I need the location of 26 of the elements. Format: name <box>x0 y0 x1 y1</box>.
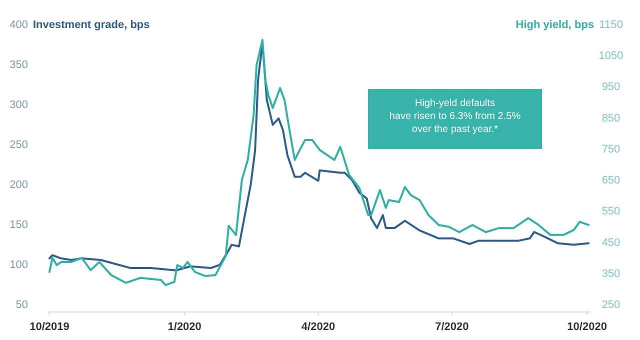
x-tick-label: 4/2020 <box>301 321 336 333</box>
y2-tick-label: 250 <box>602 299 620 311</box>
y-tick-label: 400 <box>10 19 28 31</box>
x-tick-label: 7/2020 <box>435 321 469 333</box>
x-tick-label: 10/2019 <box>30 321 70 333</box>
y2-tick-label: 1050 <box>598 50 624 62</box>
y2-tick-label: 850 <box>602 112 620 124</box>
y-tick-label: 150 <box>10 219 28 231</box>
y2-axis-title: High yield, bps <box>516 19 594 31</box>
annotation: High-yeld defaults have risen to 6.3% from 2.5% over the past year.* <box>389 98 521 135</box>
y2-tick-label: 1150 <box>599 19 623 31</box>
y-tick-label: 250 <box>10 139 28 151</box>
y-axis-title: Investment grade, bps <box>33 19 150 31</box>
y-tick-label: 350 <box>10 59 28 71</box>
y2-tick-label: 750 <box>602 143 620 156</box>
x-tick-label: 1/2020 <box>168 321 202 333</box>
y2-tick-label: 550 <box>602 206 620 218</box>
y-tick-label: 200 <box>10 179 28 191</box>
y2-tick-label: 950 <box>602 81 620 94</box>
y-tick-label: 300 <box>10 99 28 111</box>
y2-tick-label: 650 <box>602 174 620 187</box>
y2-tick-label: 350 <box>602 268 620 280</box>
y-tick-label: 50 <box>16 299 28 311</box>
y-tick-label: 100 <box>10 259 28 271</box>
y2-tick-label: 450 <box>602 236 620 249</box>
x-tick-label: 10/2020 <box>567 321 607 333</box>
